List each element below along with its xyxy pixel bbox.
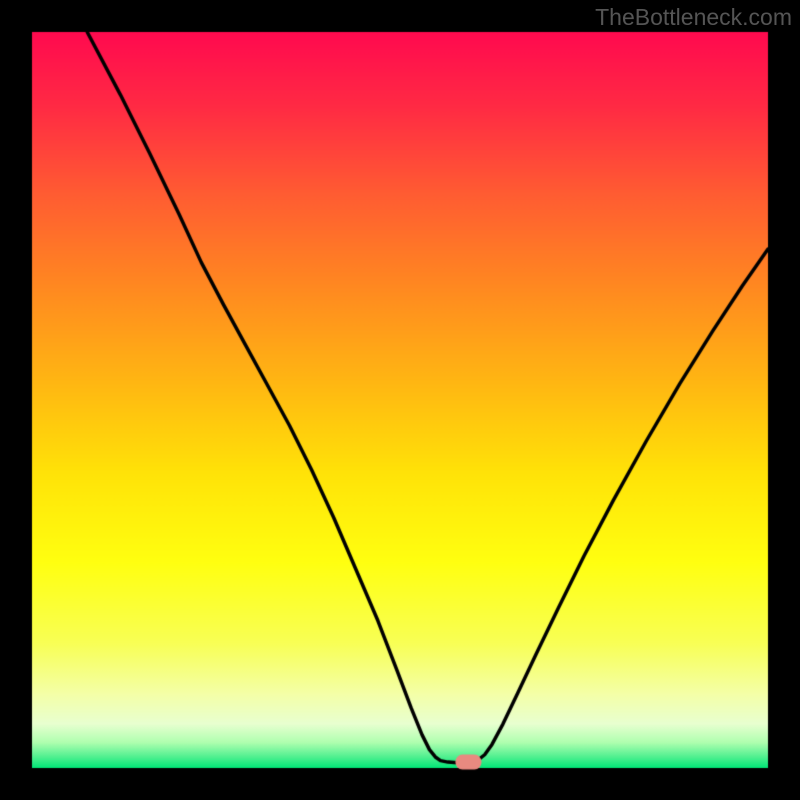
bottleneck-chart <box>0 0 800 800</box>
